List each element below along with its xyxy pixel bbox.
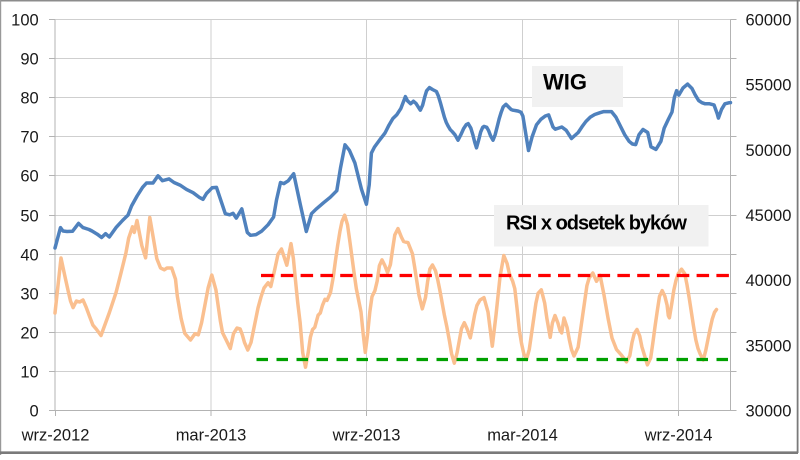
svg-text:90: 90 (20, 51, 38, 69)
svg-text:wrz-2013: wrz-2013 (332, 426, 401, 444)
svg-text:mar-2014: mar-2014 (487, 426, 558, 444)
svg-text:50: 50 (20, 208, 38, 226)
svg-text:40: 40 (20, 247, 38, 265)
svg-text:wrz-2014: wrz-2014 (644, 426, 713, 444)
svg-text:50000: 50000 (746, 142, 792, 160)
svg-text:30000: 30000 (746, 403, 792, 421)
svg-text:35000: 35000 (746, 337, 792, 355)
svg-text:80: 80 (20, 90, 38, 108)
svg-text:30: 30 (20, 286, 38, 304)
svg-text:45000: 45000 (746, 207, 792, 225)
svg-text:wrz-2012: wrz-2012 (21, 426, 90, 444)
svg-text:RSI x odsetek byków: RSI x odsetek byków (506, 213, 687, 235)
svg-text:0: 0 (30, 403, 39, 421)
svg-text:70: 70 (20, 129, 38, 147)
svg-text:55000: 55000 (746, 77, 792, 95)
svg-text:10: 10 (20, 364, 38, 382)
svg-text:60000: 60000 (746, 12, 792, 30)
svg-text:100: 100 (11, 12, 39, 30)
svg-text:WIG: WIG (543, 70, 587, 95)
svg-text:40000: 40000 (746, 272, 792, 290)
svg-text:mar-2013: mar-2013 (176, 426, 247, 444)
svg-text:60: 60 (20, 168, 38, 186)
svg-text:20: 20 (20, 325, 38, 343)
